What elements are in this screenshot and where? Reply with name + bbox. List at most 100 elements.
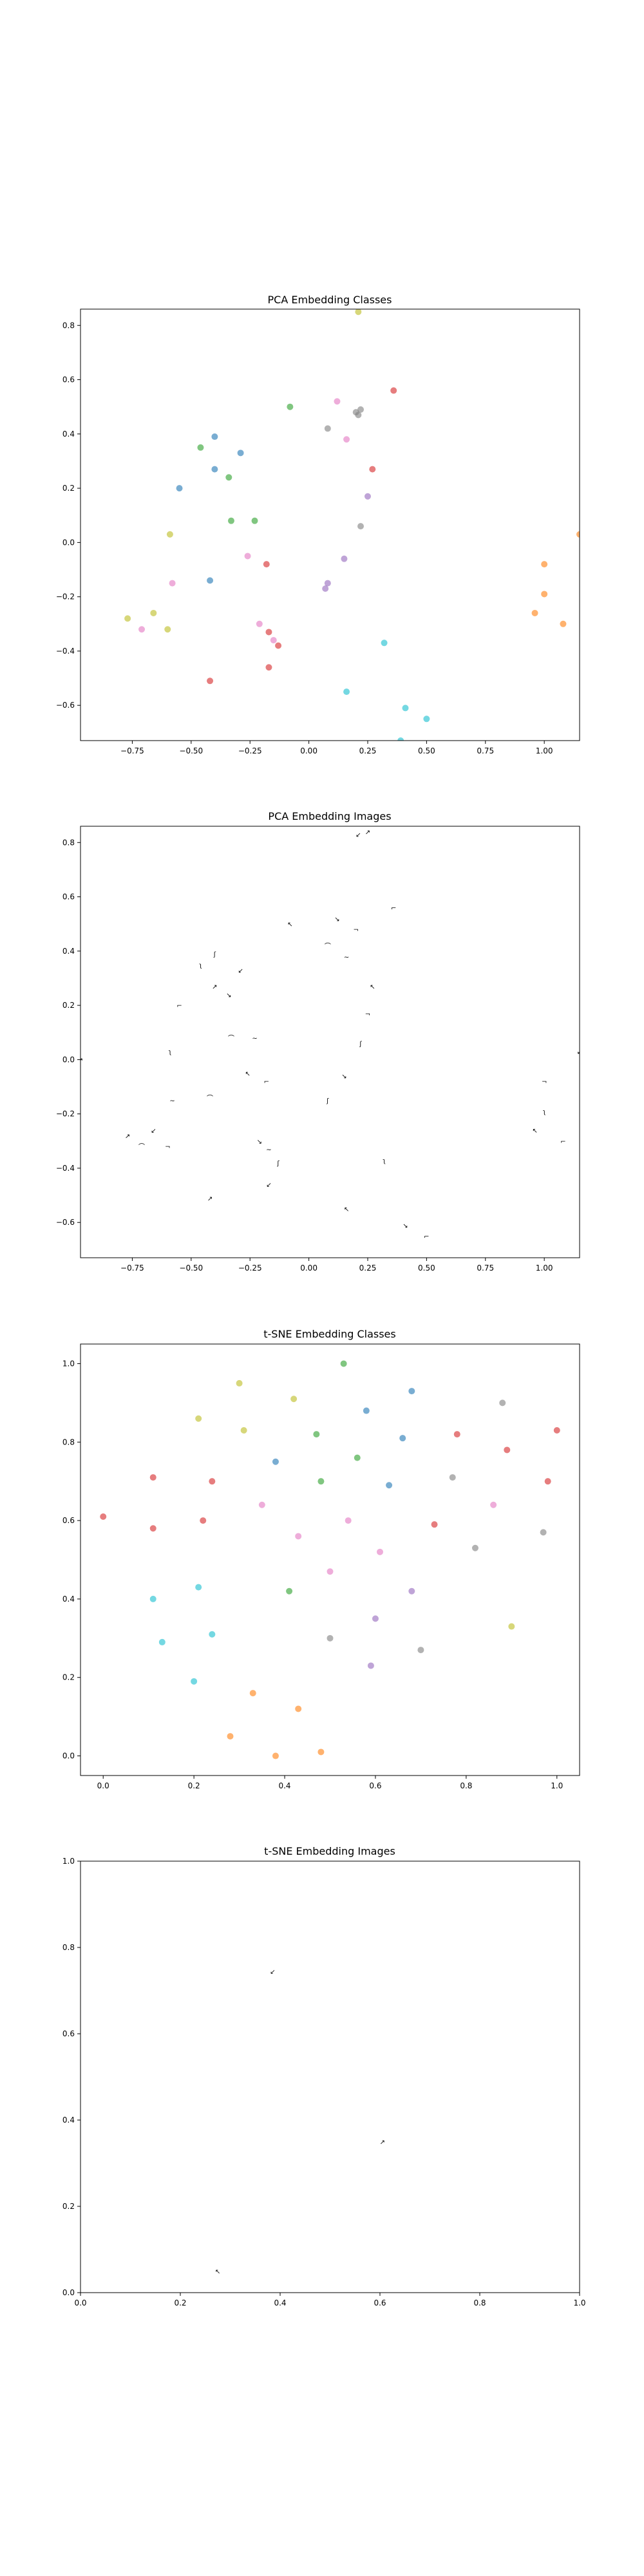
digit-image-marker: ↙	[238, 967, 243, 974]
digit-image-marker: ↖	[370, 984, 375, 991]
x-tick-label: 0.50	[418, 1264, 435, 1273]
data-point	[453, 1431, 460, 1438]
digit-image-marker: ʃ	[213, 951, 216, 958]
data-point	[317, 1478, 325, 1485]
marks-layer	[100, 1360, 560, 1759]
digit-image-marker: ~	[169, 1098, 175, 1105]
x-tick-label: 0.6	[369, 1781, 381, 1790]
data-point	[499, 1399, 506, 1406]
digit-image-marker: ↖	[532, 1128, 537, 1135]
data-point	[236, 1379, 243, 1387]
data-point	[355, 309, 362, 316]
digit-image-marker: ↖	[215, 2269, 220, 2276]
digit-image-marker: ⌐	[560, 1139, 565, 1146]
data-point	[367, 1662, 374, 1669]
digit-image-marker: ↗	[78, 1057, 83, 1064]
data-point	[345, 1517, 352, 1524]
y-tick-label: 0.4	[62, 1595, 75, 1604]
axes-frame	[80, 308, 580, 741]
data-point	[372, 1615, 379, 1622]
data-point	[341, 555, 348, 562]
data-point	[272, 1458, 279, 1465]
digit-image-marker: ↙	[270, 1969, 275, 1976]
data-point	[265, 664, 272, 671]
digit-image-marker: ↗	[125, 1133, 130, 1140]
y-tick-label: −0.6	[56, 1218, 75, 1227]
data-point	[158, 1638, 166, 1645]
data-point	[240, 1427, 247, 1434]
data-point	[560, 620, 567, 627]
data-point	[324, 580, 331, 587]
y-tick-label: −0.2	[56, 592, 75, 601]
x-tick-label: 0.6	[374, 2298, 386, 2307]
data-point	[124, 615, 131, 622]
data-point	[386, 1482, 393, 1489]
chart-title: t-SNE Embedding Images	[264, 1845, 395, 1857]
x-tick-label: −0.25	[238, 746, 262, 755]
data-point	[381, 639, 388, 647]
digit-image-marker: ⌐	[264, 1079, 269, 1086]
data-point	[313, 1431, 320, 1438]
data-point	[209, 1478, 216, 1485]
data-point	[334, 398, 341, 405]
data-point	[508, 1623, 515, 1630]
data-point	[211, 433, 218, 440]
y-tick-label: 0.6	[62, 375, 75, 384]
digit-image-marker: ʅ	[543, 1108, 546, 1115]
digit-image-marker: ↙	[355, 832, 361, 839]
data-point	[249, 1690, 256, 1697]
chart-title: PCA Embedding Classes	[268, 294, 392, 306]
y-tick-label: 0.6	[62, 2029, 75, 2038]
data-point	[295, 1533, 302, 1540]
x-tick-label: 0.25	[359, 746, 377, 755]
y-tick-label: 1.0	[62, 1359, 75, 1368]
data-point	[449, 1474, 456, 1481]
x-tick-label: 1.00	[536, 1264, 553, 1273]
data-point	[504, 1446, 511, 1454]
x-tick-label: 0.2	[174, 2298, 186, 2307]
y-tick-label: 0.4	[62, 2116, 75, 2125]
x-tick-label: 0.2	[188, 1781, 200, 1790]
data-point	[402, 705, 409, 712]
x-tick-label: 0.8	[460, 1781, 472, 1790]
data-point	[369, 466, 376, 473]
data-point	[270, 637, 277, 644]
data-point	[211, 466, 218, 473]
x-tick-label: 0.00	[300, 1264, 317, 1273]
digit-image-marker: ↙	[151, 1128, 156, 1135]
chart-panel-pca-classes: PCA Embedding Classes −0.75 −0.50 −0.25 0.0…	[56, 294, 580, 755]
x-tick-label: 0.4	[278, 1781, 290, 1790]
digit-image-marker: ↘	[226, 992, 231, 999]
y-tick-label: 0.2	[62, 1673, 75, 1682]
digit-image-marker: ¬	[398, 1255, 403, 1262]
data-point	[275, 642, 282, 649]
digit-image-marker: ↘	[334, 916, 339, 923]
x-tick-label: 0.75	[477, 746, 494, 755]
data-point	[176, 485, 183, 492]
chart-panel-tsne-classes: t-SNE Embedding Classes 0.0 0.2 0.4 0.6 0.8 1…	[62, 1328, 580, 1790]
digit-image-marker: ⌒	[325, 942, 331, 950]
data-point	[207, 577, 214, 584]
data-point	[295, 1705, 302, 1712]
axes-frame	[80, 1861, 580, 2293]
data-point	[149, 1595, 156, 1602]
y-tick-label: 0.0	[62, 538, 75, 547]
x-tick-label: 1.0	[573, 2298, 585, 2307]
data-point	[195, 1415, 202, 1422]
y-tick-label: 0.2	[62, 2202, 75, 2211]
data-point	[357, 523, 365, 530]
y-tick-label: 0.4	[62, 947, 75, 956]
chart-title: t-SNE Embedding Classes	[263, 1328, 395, 1340]
x-tick-label: 0.50	[418, 746, 435, 755]
x-tick-label: 0.0	[97, 1781, 109, 1790]
digit-image-marker: ~	[266, 1146, 271, 1153]
x-tick-label: 0.8	[473, 2298, 486, 2307]
data-point	[265, 629, 272, 636]
digit-image-marker: ⌒	[138, 1143, 145, 1151]
y-tick-label: 0.8	[62, 321, 75, 330]
x-tick-label: −0.75	[120, 1264, 144, 1273]
digit-image-marker: ⌐	[424, 1233, 429, 1240]
data-point	[357, 406, 365, 413]
y-tick-label: −0.4	[56, 1164, 75, 1173]
data-point	[399, 1435, 406, 1442]
